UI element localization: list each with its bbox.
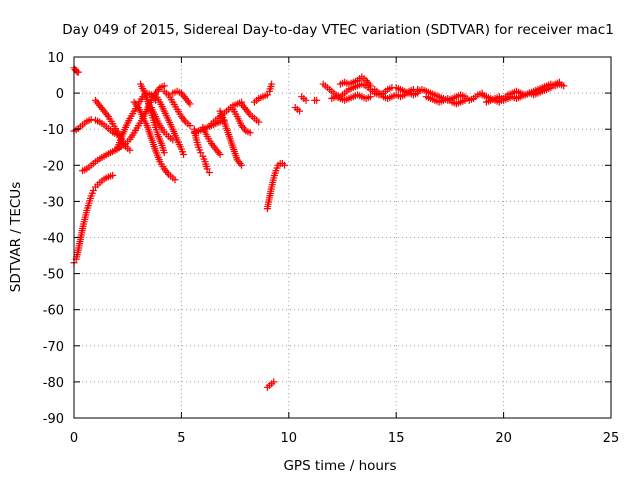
x-axis-label: GPS time / hours <box>283 458 396 474</box>
y-tick-label: 0 <box>56 87 64 102</box>
y-tick-label: -80 <box>43 376 64 391</box>
x-tick-label: 5 <box>177 431 185 446</box>
track <box>229 106 253 136</box>
track <box>311 97 320 104</box>
y-tick-label: -70 <box>43 340 64 355</box>
y-axis-label: SDTVAR / TECUs <box>8 182 24 292</box>
x-tick-label: 15 <box>388 431 405 446</box>
track <box>264 160 288 212</box>
track <box>238 100 262 125</box>
y-tick-label: 10 <box>47 51 64 66</box>
series-tracks_late <box>320 73 568 107</box>
series-tracks_early <box>71 64 194 266</box>
y-tick-label: -30 <box>43 195 64 210</box>
tick-labels: 0 5 10 15 20 25 10 0 -10 -20 -30 -40 -50 -60 -70 -80 -90 <box>43 51 620 446</box>
y-tick-label: -50 <box>43 268 64 283</box>
track <box>292 104 303 115</box>
series-tracks_middle <box>191 81 320 391</box>
chart-title: Day 049 of 2015, Sidereal Day-to-day VTE… <box>62 22 614 38</box>
y-tick-label: -90 <box>43 412 64 427</box>
track <box>71 172 117 266</box>
track <box>298 93 309 104</box>
y-tick-label: -10 <box>43 123 64 138</box>
track <box>264 378 277 390</box>
x-tick-label: 20 <box>495 431 512 446</box>
x-tick-label: 25 <box>603 431 620 446</box>
x-tick-label: 0 <box>70 431 78 446</box>
y-tick-label: -60 <box>43 304 64 319</box>
sdtvar-chart: 0 5 10 15 20 25 10 0 -10 -20 -30 -40 -50 -60 -70 -80 -90… <box>0 0 640 480</box>
data-points <box>71 64 568 390</box>
y-tick-label: -20 <box>43 159 64 174</box>
track <box>71 64 82 75</box>
x-tick-label: 10 <box>281 431 298 446</box>
y-tick-label: -40 <box>43 232 64 247</box>
